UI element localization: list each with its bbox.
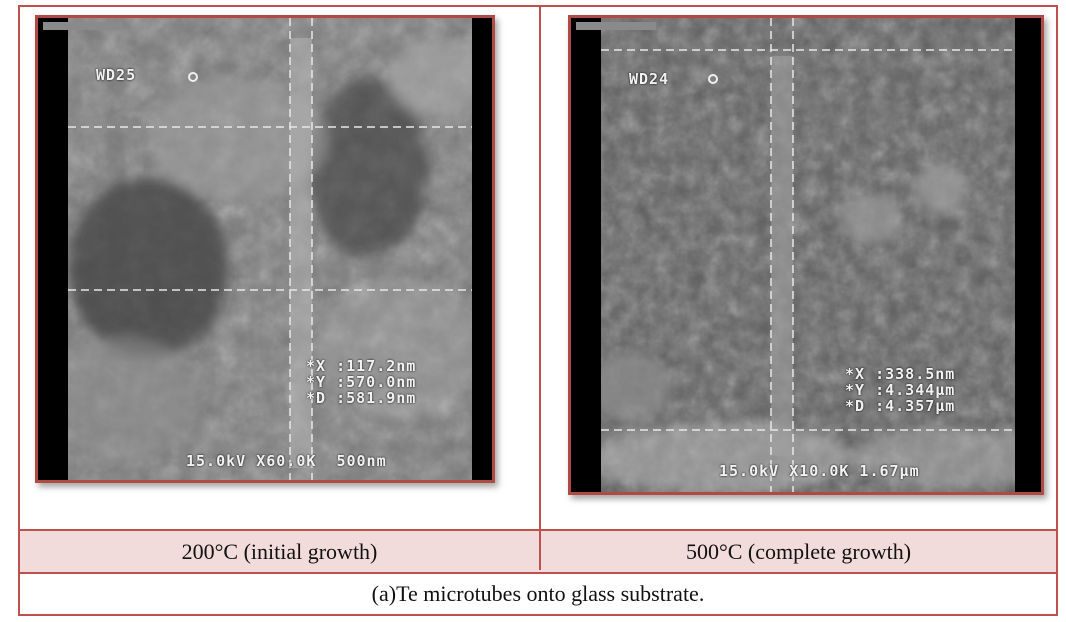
caption-row: (a)Te microtubes onto glass substrate.: [20, 572, 1056, 614]
figure-caption: (a)Te microtubes onto glass substrate.: [371, 581, 705, 606]
measurement-d: *D :4.357µm: [845, 397, 956, 415]
measurement-x: *X :117.2nm: [306, 357, 417, 375]
images-row: WD25 *X :117.2nm *Y :570.0nm *D :581.9nm…: [20, 7, 1056, 529]
measurement-y: *Y :4.344µm: [845, 381, 956, 399]
sem-texture-left: [38, 18, 492, 480]
measurement-d: *D :581.9nm: [306, 389, 417, 407]
measurement-x: *X :338.5nm: [845, 365, 956, 383]
scale-bar-label: 15.0kV X60.0K 500nm: [186, 452, 387, 470]
column-divider: [539, 7, 541, 570]
figure-table: WD25 *X :117.2nm *Y :570.0nm *D :581.9nm…: [18, 5, 1058, 616]
measurement-y: *Y :570.0nm: [306, 373, 417, 391]
panel-label-left: 200°C (initial growth): [181, 538, 378, 564]
sem-micrograph-left: WD25 *X :117.2nm *Y :570.0nm *D :581.9nm…: [35, 15, 495, 483]
scale-bar-label: 15.0kV X10.0K 1.67µm: [719, 462, 920, 480]
temperature-labels-row: 200°C (initial growth) 500°C (complete g…: [20, 529, 1056, 572]
working-distance-label: WD24: [629, 70, 670, 88]
working-distance-label: WD25: [96, 66, 137, 84]
sem-micrograph-right: WD24 *X :338.5nm *Y :4.344µm *D :4.357µm…: [568, 15, 1044, 495]
panel-label-right: 500°C (complete growth): [685, 538, 912, 564]
sem-texture-right: [571, 18, 1041, 492]
